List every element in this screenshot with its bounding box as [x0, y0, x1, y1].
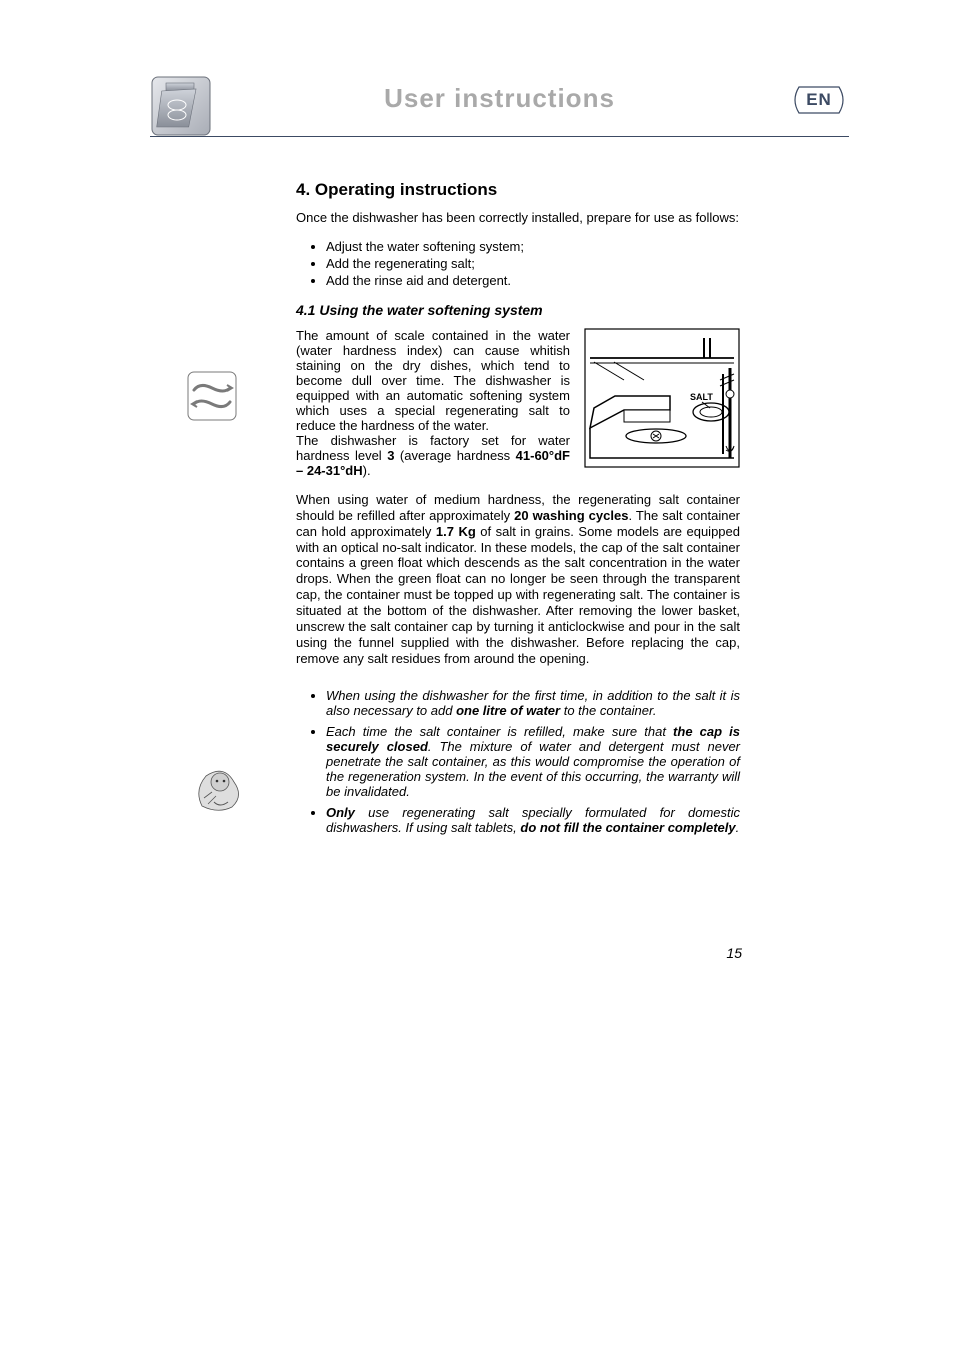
emphasis: 1.7 Kg: [436, 524, 476, 539]
water-softener-icon: [186, 370, 238, 422]
salt-body-paragraph: When using water of medium hardness, the…: [296, 492, 740, 666]
notes-list: When using the dishwasher for the first …: [296, 688, 740, 835]
page-title-text: User instructions: [384, 83, 615, 113]
text-fragment: .: [736, 820, 740, 835]
attention-illustration-icon: [192, 762, 244, 814]
list-item: Only use regenerating salt specially for…: [326, 805, 740, 835]
salt-compartment-diagram: SALT: [584, 328, 740, 468]
page-title: User instructions: [150, 83, 849, 114]
emphasis: do not fill the container completely: [520, 820, 735, 835]
emphasis: 20 washing cycles: [514, 508, 628, 523]
header-divider: [150, 136, 849, 137]
text-fragment: to the container.: [560, 703, 656, 718]
emphasis: Only: [326, 805, 355, 820]
softener-paragraph: The amount of scale contained in the wat…: [296, 328, 570, 433]
language-code: EN: [806, 90, 832, 110]
list-item: Adjust the water softening system;: [326, 239, 740, 254]
text-fragment: Each time the salt container is refilled…: [326, 724, 673, 739]
salt-label-text: SALT: [690, 392, 713, 402]
page-number: 15: [726, 945, 742, 961]
list-item: Each time the salt container is refilled…: [326, 724, 740, 799]
factory-line-mid: (average hardness: [394, 448, 515, 463]
list-item: Add the regenerating salt;: [326, 256, 740, 271]
language-badge: EN: [789, 83, 849, 117]
list-item: Add the rinse aid and detergent.: [326, 273, 740, 288]
page-header: User instructions EN: [150, 75, 849, 155]
text-fragment: of salt in grains. Some models are equip…: [296, 524, 740, 666]
content-column: 4. Operating instructions Once the dishw…: [296, 180, 740, 841]
section-heading: 4. Operating instructions: [296, 180, 740, 200]
emphasis: one litre of water: [456, 703, 560, 718]
subsection-heading: 4.1 Using the water softening system: [296, 302, 740, 318]
list-item: When using the dishwasher for the first …: [326, 688, 740, 718]
page: User instructions EN 4. Operating instru…: [0, 0, 954, 1351]
factory-line-post: ).: [363, 463, 371, 478]
softener-row: The amount of scale contained in the wat…: [296, 328, 740, 478]
intro-paragraph: Once the dishwasher has been correctly i…: [296, 210, 740, 225]
prep-steps-list: Adjust the water softening system; Add t…: [296, 239, 740, 288]
softener-text: The amount of scale contained in the wat…: [296, 328, 570, 478]
